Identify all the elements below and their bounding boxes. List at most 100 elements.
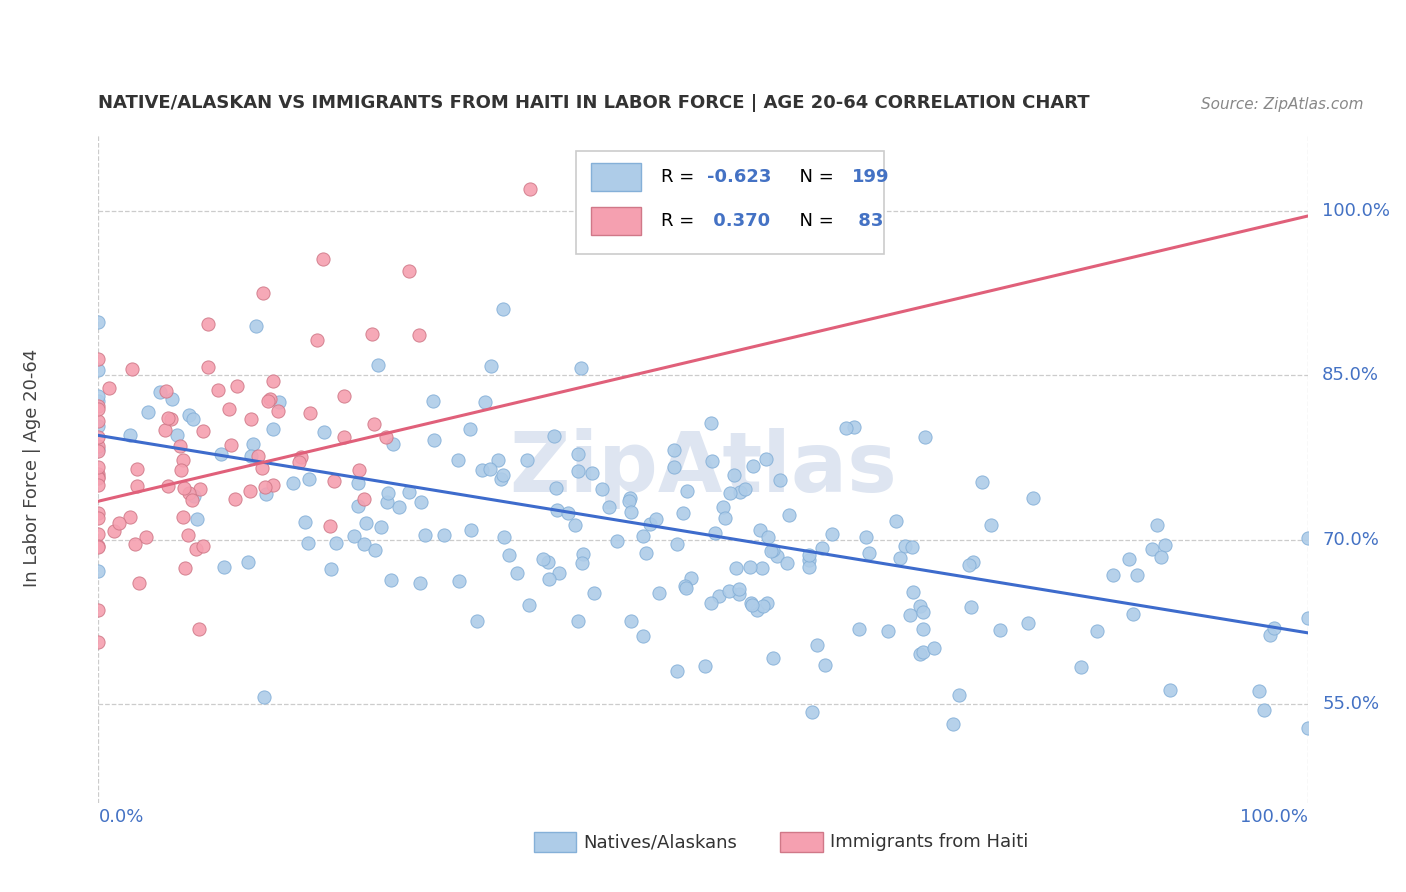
Point: [224, 491, 246, 506]
Point: [370, 520, 392, 534]
Point: [720, 486, 742, 500]
Point: [262, 478, 284, 492]
Point: [212, 559, 235, 574]
Point: [250, 461, 273, 475]
Text: ZipAtlas: ZipAtlas: [509, 428, 897, 508]
Point: [762, 650, 785, 665]
Point: [458, 422, 481, 436]
Point: [411, 495, 433, 509]
Point: [87, 471, 110, 485]
Point: [752, 599, 775, 614]
Point: [894, 539, 917, 553]
Point: [1154, 538, 1177, 552]
Point: [381, 437, 404, 451]
Point: [911, 605, 934, 619]
Point: [749, 523, 772, 537]
Point: [108, 516, 131, 530]
Point: [479, 462, 502, 476]
Point: [245, 318, 267, 333]
Point: [149, 384, 172, 399]
Point: [259, 392, 281, 407]
Point: [1249, 684, 1271, 698]
Point: [1296, 531, 1319, 545]
Point: [801, 705, 824, 719]
Point: [538, 572, 561, 586]
Point: [87, 419, 110, 434]
Point: [253, 690, 276, 704]
Point: [375, 430, 398, 444]
Point: [179, 408, 201, 422]
Point: [581, 467, 603, 481]
Point: [634, 546, 657, 560]
Point: [246, 449, 269, 463]
Point: [118, 428, 141, 442]
Point: [606, 534, 628, 549]
Point: [353, 537, 375, 551]
Point: [321, 562, 343, 576]
Point: [180, 493, 202, 508]
Point: [728, 485, 751, 500]
Point: [87, 414, 110, 428]
Point: [742, 459, 765, 474]
Point: [700, 454, 723, 468]
Point: [1253, 703, 1275, 717]
Point: [479, 359, 502, 373]
Point: [127, 462, 149, 476]
Point: [267, 395, 290, 409]
Point: [367, 358, 389, 372]
Point: [676, 483, 699, 498]
Point: [166, 428, 188, 442]
Point: [298, 472, 321, 486]
Point: [679, 571, 702, 585]
Point: [319, 519, 342, 533]
Point: [173, 481, 195, 495]
Point: [672, 506, 695, 520]
Point: [254, 480, 277, 494]
Point: [548, 566, 571, 580]
Point: [294, 515, 316, 529]
Point: [87, 539, 110, 553]
Point: [821, 527, 844, 541]
Point: [675, 581, 697, 595]
Point: [333, 429, 356, 443]
Point: [761, 544, 783, 558]
Point: [582, 586, 605, 600]
Point: [124, 537, 146, 551]
Point: [242, 437, 264, 451]
Point: [388, 500, 411, 514]
Point: [835, 421, 858, 435]
Point: [160, 412, 183, 426]
Point: [728, 582, 751, 596]
Text: R =: R =: [661, 212, 700, 230]
Point: [717, 583, 740, 598]
Point: [962, 556, 984, 570]
Text: In Labor Force | Age 20-64: In Labor Force | Age 20-64: [22, 349, 41, 588]
Text: 199: 199: [852, 168, 889, 186]
Point: [769, 473, 792, 487]
Point: [1087, 624, 1109, 638]
Point: [312, 252, 335, 266]
Point: [408, 328, 430, 343]
Point: [740, 596, 762, 610]
Point: [447, 574, 470, 588]
Point: [364, 543, 387, 558]
Point: [1149, 550, 1171, 565]
Point: [900, 540, 922, 554]
Point: [347, 499, 370, 513]
Point: [325, 536, 347, 550]
Point: [408, 575, 430, 590]
Point: [346, 476, 368, 491]
Point: [209, 447, 232, 461]
Point: [297, 536, 319, 550]
Point: [87, 565, 110, 579]
Point: [755, 451, 778, 466]
Point: [239, 449, 262, 463]
Point: [797, 548, 820, 562]
Point: [855, 529, 877, 543]
Point: [169, 439, 191, 453]
Text: 83: 83: [852, 212, 883, 230]
Point: [361, 326, 384, 341]
FancyBboxPatch shape: [591, 162, 641, 191]
Point: [1140, 541, 1163, 556]
Text: 55.0%: 55.0%: [1322, 695, 1379, 713]
